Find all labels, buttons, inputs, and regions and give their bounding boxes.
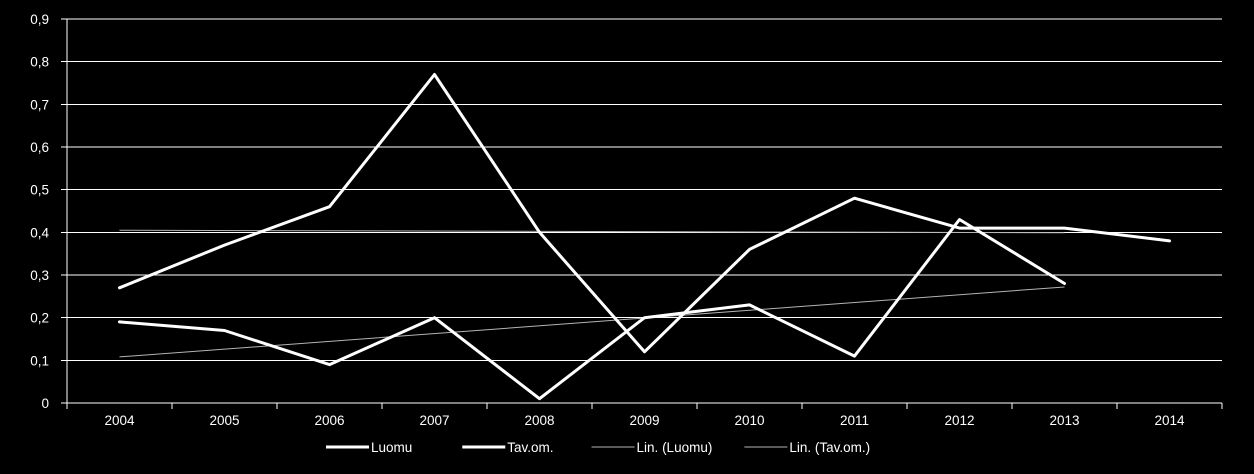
y-tick-label: 0,7 [30,97,49,112]
axes: 0 0,1 0,2 0,3 0,4 0,5 0,6 0,7 0,8 0,9 2004 2005 2006… [30,12,1223,428]
trendline [119,229,1065,234]
x-tick-label: 2011 [840,413,869,428]
y-tick-label: 0,4 [30,225,49,240]
x-tick-label: 2008 [524,413,554,428]
y-tick-label: 0 [41,396,49,411]
y-tick-label: 0,8 [30,55,49,70]
y-tick-label: 0,9 [30,12,49,27]
legend-label: Tav.om. [507,440,553,455]
legend-label: Lin. (Luomu) [637,440,713,455]
gridlines [67,18,1222,361]
x-tick-label: 2014 [1154,413,1185,428]
x-tick-label: 2009 [629,413,659,428]
trendlines [119,229,1065,358]
x-tick-label: 2012 [944,413,974,428]
series-line [118,73,1171,354]
y-tick-label: 0,2 [30,311,49,326]
x-tick-label: 2005 [209,413,239,428]
x-tick-label: 2010 [734,413,764,428]
series-line [118,218,1066,401]
legend: Luomu Tav.om. Lin. (Luomu) Lin. (Tav.om.) [326,440,870,455]
y-tick-label: 0,1 [30,353,49,368]
trendline [119,286,1065,358]
y-tick-label: 0,6 [30,140,49,155]
data-series [118,73,1171,401]
y-tick-label: 0,3 [30,268,49,283]
x-tick-label: 2007 [419,413,449,428]
legend-label: Lin. (Tav.om.) [789,440,870,455]
x-tick-label: 2004 [104,413,135,428]
y-tick-label: 0,5 [30,183,49,198]
legend-label: Luomu [371,440,412,455]
x-tick-label: 2013 [1049,413,1079,428]
x-tick-label: 2006 [314,413,344,428]
